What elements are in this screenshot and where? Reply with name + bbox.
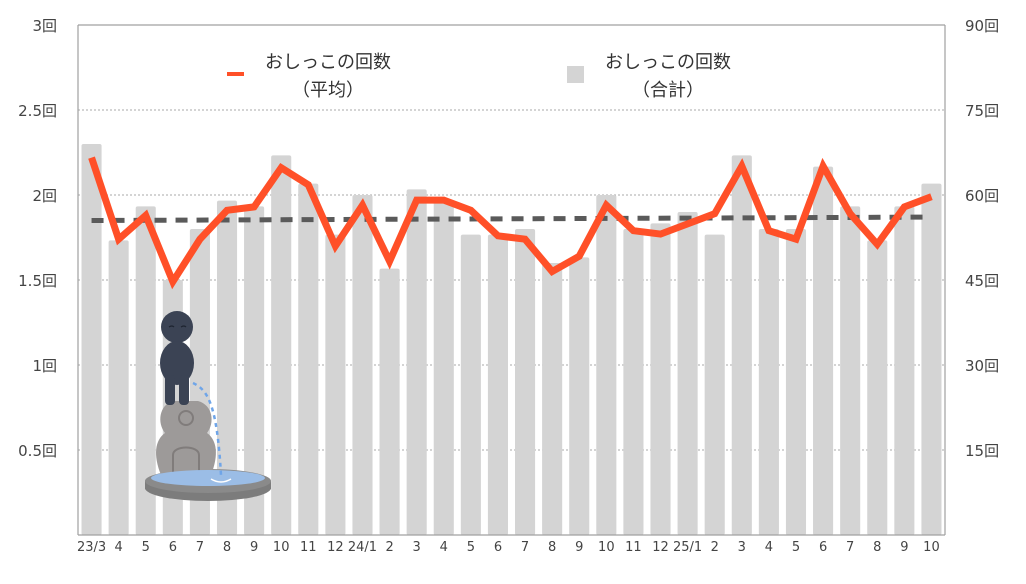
x-axis-tick-label: 5 <box>467 540 475 555</box>
x-axis-labels: 23/3 4 5 6 7 8 9 10 11 12 24/1 2 3 4 5 6 7 8 9 10 11 12 25/1 2 3… <box>77 540 940 555</box>
bar <box>731 155 752 536</box>
x-axis-tick-label: 12 <box>652 540 669 555</box>
right-axis-tick-label: 75回 <box>965 102 999 120</box>
legend-label-total-line2: （合計） <box>632 80 704 101</box>
bar <box>379 268 400 535</box>
x-axis-tick-label: 5 <box>792 540 800 555</box>
x-axis-tick-label: 9 <box>900 540 908 555</box>
x-axis-tick-label: 9 <box>575 540 583 555</box>
x-axis-tick-label: 10 <box>923 540 940 555</box>
trend-line <box>91 214 932 223</box>
x-axis-tick-label: 7 <box>521 540 529 555</box>
x-axis-tick-label: 6 <box>494 540 502 555</box>
left-axis-tick-label: 3回 <box>32 17 57 35</box>
legend-bar-swatch <box>567 66 584 83</box>
x-axis-tick-label: 3 <box>738 540 746 555</box>
bar <box>271 155 292 536</box>
x-axis-tick-label: 4 <box>115 540 123 555</box>
x-axis-tick-label: 2 <box>711 540 719 555</box>
bar <box>704 234 725 535</box>
x-axis-tick-label: 8 <box>548 540 556 555</box>
bar <box>867 240 888 536</box>
legend-item-average: おしっこの回数 （平均） <box>227 52 391 101</box>
left-axis-tick-label: 1.5回 <box>18 272 57 290</box>
x-axis-tick-label: 6 <box>169 540 177 555</box>
x-axis-tick-label: 2 <box>385 540 393 555</box>
bar <box>433 200 454 535</box>
bar <box>623 229 644 535</box>
x-axis-tick-label: 12 <box>327 540 344 555</box>
bar <box>108 240 129 536</box>
bar <box>135 206 156 536</box>
left-axis-tick-label: 2.5回 <box>18 102 57 120</box>
left-axis-tick-label: 0.5回 <box>18 442 57 460</box>
x-axis-tick-label: 11 <box>300 540 317 555</box>
bar <box>81 144 102 535</box>
x-axis-tick-label: 4 <box>440 540 448 555</box>
bar <box>542 263 563 535</box>
axes <box>77 24 946 536</box>
bar <box>813 166 834 535</box>
bar <box>487 234 508 535</box>
right-axis-tick-label: 90回 <box>965 17 999 35</box>
right-axis-tick-label: 15回 <box>965 442 999 460</box>
bar <box>677 212 698 535</box>
bar <box>244 206 265 536</box>
x-axis-tick-label: 25/1 <box>673 540 702 555</box>
legend: おしっこの回数 （平均） おしっこの回数 （合計） <box>227 52 731 101</box>
x-axis-tick-label: 7 <box>196 540 204 555</box>
x-axis-tick-label: 11 <box>625 540 642 555</box>
legend-label-average-line2: （平均） <box>292 80 364 101</box>
legend-line-swatch <box>227 72 244 76</box>
bar <box>650 223 671 536</box>
x-axis-tick-label: 10 <box>598 540 615 555</box>
bar <box>325 234 346 535</box>
x-axis-tick-label: 24/1 <box>348 540 377 555</box>
line-series-average <box>88 156 933 290</box>
x-axis-tick-label: 5 <box>142 540 150 555</box>
legend-label-total-line1: おしっこの回数 <box>605 52 731 73</box>
left-axis-tick-label: 2回 <box>32 187 57 205</box>
x-axis-tick-label: 7 <box>846 540 854 555</box>
bar <box>894 206 915 536</box>
legend-label-average-line1: おしっこの回数 <box>265 52 391 73</box>
bar <box>840 206 861 536</box>
left-axis-tick-label: 1回 <box>32 357 57 375</box>
left-axis-ticks: 0.5回 1回 1.5回 2回 2.5回 3回 <box>18 17 57 460</box>
x-axis-tick-label: 8 <box>223 540 231 555</box>
bar <box>216 200 238 535</box>
x-axis-tick-label: 9 <box>250 540 258 555</box>
right-axis-tick-label: 45回 <box>965 272 999 290</box>
bar <box>460 234 481 535</box>
x-axis-tick-label: 4 <box>765 540 773 555</box>
bar <box>596 195 617 535</box>
bar <box>785 229 807 535</box>
bar <box>921 183 942 535</box>
right-axis-ticks: 15回 30回 45回 60回 75回 90回 <box>965 17 999 460</box>
bar <box>569 257 590 535</box>
right-axis-tick-label: 30回 <box>965 357 999 375</box>
x-axis-tick-label: 23/3 <box>77 540 106 555</box>
bar <box>406 189 427 536</box>
manneken-pis-illustration <box>145 311 271 501</box>
x-axis-tick-label: 8 <box>873 540 881 555</box>
right-axis-tick-label: 60回 <box>965 187 999 205</box>
bar <box>298 183 319 535</box>
x-axis-tick-label: 6 <box>819 540 827 555</box>
x-axis-tick-label: 10 <box>273 540 290 555</box>
bar <box>515 229 536 535</box>
bar <box>352 195 373 535</box>
legend-item-total: おしっこの回数 （合計） <box>567 52 731 101</box>
bar <box>758 229 779 535</box>
x-axis-tick-label: 3 <box>413 540 421 555</box>
